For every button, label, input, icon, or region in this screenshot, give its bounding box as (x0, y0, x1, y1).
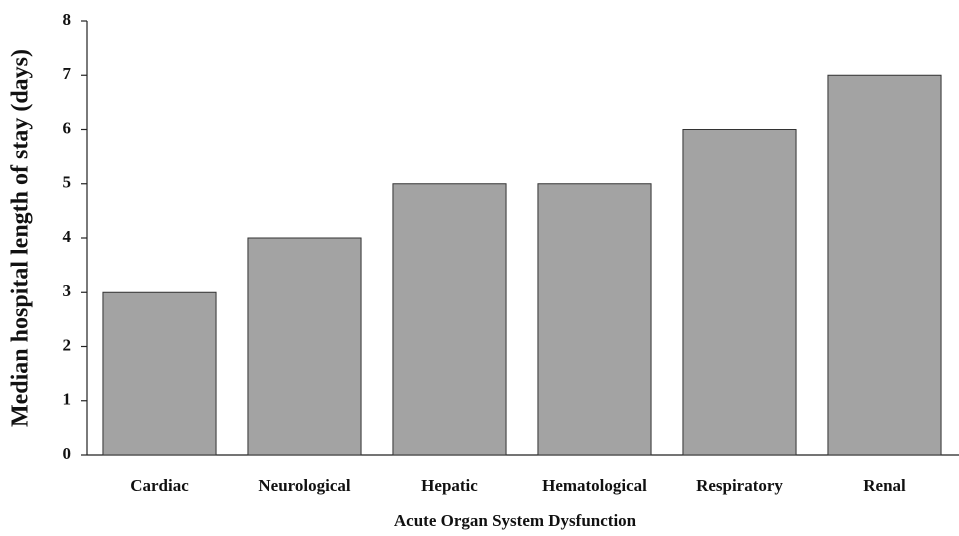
y-tick-label: 3 (63, 281, 72, 300)
y-tick-label: 2 (63, 335, 72, 354)
y-tick-label: 5 (63, 173, 72, 192)
y-tick-label: 7 (63, 64, 72, 83)
x-axis-label: Acute Organ System Dysfunction (394, 511, 637, 530)
bar (102, 291, 217, 456)
x-tick-label: Cardiac (130, 476, 189, 495)
bar (682, 129, 797, 456)
x-tick-label: Respiratory (696, 476, 783, 495)
x-tick-label: Neurological (258, 476, 351, 495)
y-tick-label: 8 (63, 10, 72, 29)
x-tick-label: Renal (863, 476, 906, 495)
bar (537, 183, 652, 456)
x-tick-label: Hepatic (421, 476, 478, 495)
y-tick-label: 0 (63, 444, 72, 463)
bar (827, 74, 942, 456)
y-tick-label: 1 (63, 390, 72, 409)
y-tick-label: 6 (63, 118, 72, 137)
y-tick-label: 4 (63, 227, 72, 246)
x-tick-label: Hematological (542, 476, 647, 495)
y-axis-label: Median hospital length of stay (days) (8, 49, 34, 427)
bar (247, 237, 362, 456)
bar (392, 183, 507, 456)
